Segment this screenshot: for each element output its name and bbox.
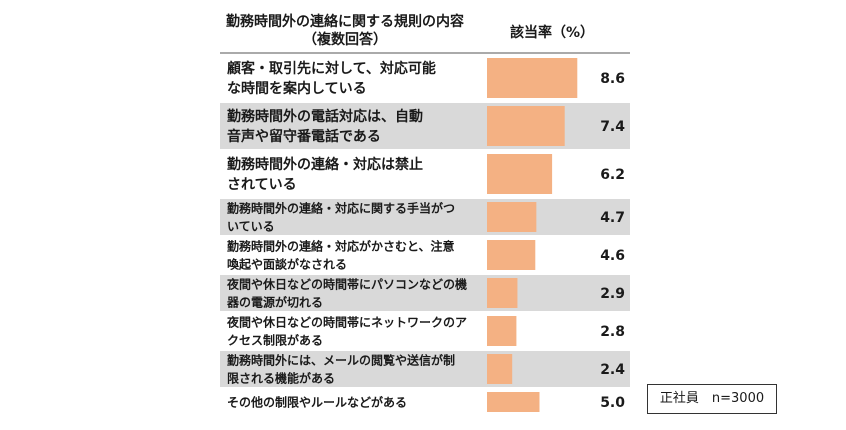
bar-8 xyxy=(487,354,513,384)
sample-note: 正社員 n=3000 xyxy=(647,384,777,414)
value-label-9: 5.0 xyxy=(600,395,625,411)
bar-5 xyxy=(487,240,536,270)
category-label-7-line2: クセス制限がある xyxy=(227,332,323,347)
category-label-8-line1: 勤務時間外には、メールの閲覧や送信が制 xyxy=(227,352,455,367)
header-category-line2: （複数回答） xyxy=(303,31,387,48)
value-label-4: 4.7 xyxy=(600,210,625,226)
category-label-7-line1: 夜間や休日などの時間帯にネットワークのア xyxy=(226,314,467,329)
bar-7 xyxy=(487,316,517,346)
bar-9 xyxy=(487,392,540,412)
value-label-7: 2.8 xyxy=(600,324,625,340)
value-label-2: 7.4 xyxy=(600,119,625,135)
bar-4 xyxy=(487,202,537,232)
bar-1 xyxy=(487,58,578,98)
category-label-5-line2: 喚起や面談がなされる xyxy=(227,256,347,271)
bar-6 xyxy=(487,278,518,308)
category-label-2-line1: 勤務時間外の電話対応は、自動 xyxy=(227,108,423,125)
category-label-2-line2: 音声や留守番電話である xyxy=(227,128,381,145)
header-category-line1: 勤務時間外の連絡に関する規則の内容 xyxy=(226,13,464,30)
category-label-9-line1: その他の制限やルールなどがある xyxy=(227,394,407,409)
row-stripe-6 xyxy=(220,275,630,311)
category-label-8-line2: 限される機能がある xyxy=(227,370,335,385)
category-label-5-line1: 勤務時間外の連絡・対応がかさむと、注意 xyxy=(227,238,455,253)
value-label-5: 4.6 xyxy=(600,248,625,264)
bar-2 xyxy=(487,106,565,146)
category-label-1-line2: な時間を案内している xyxy=(227,80,367,97)
category-label-6-line2: 器の電源が切れる xyxy=(226,294,323,309)
value-label-8: 2.4 xyxy=(600,362,625,378)
category-label-3-line2: されている xyxy=(227,177,297,193)
value-label-1: 8.6 xyxy=(600,71,625,87)
category-label-3-line1: 勤務時間外の連絡・対応は禁止 xyxy=(227,156,423,173)
bar-3 xyxy=(487,154,553,194)
row-stripe-4 xyxy=(220,199,630,235)
value-label-6: 2.9 xyxy=(600,286,625,302)
category-label-4-line2: いている xyxy=(227,219,275,233)
category-label-6-line1: 夜間や休日などの時間帯にパソコンなどの機 xyxy=(226,276,467,291)
category-label-4-line1: 勤務時間外の連絡・対応に関する手当がつ xyxy=(227,200,455,215)
category-label-1-line1: 顧客・取引先に対して、対応可能 xyxy=(227,60,436,77)
header-value: 該当率（%） xyxy=(510,24,594,41)
row-stripe-8 xyxy=(220,351,630,387)
value-label-3: 6.2 xyxy=(600,167,625,183)
